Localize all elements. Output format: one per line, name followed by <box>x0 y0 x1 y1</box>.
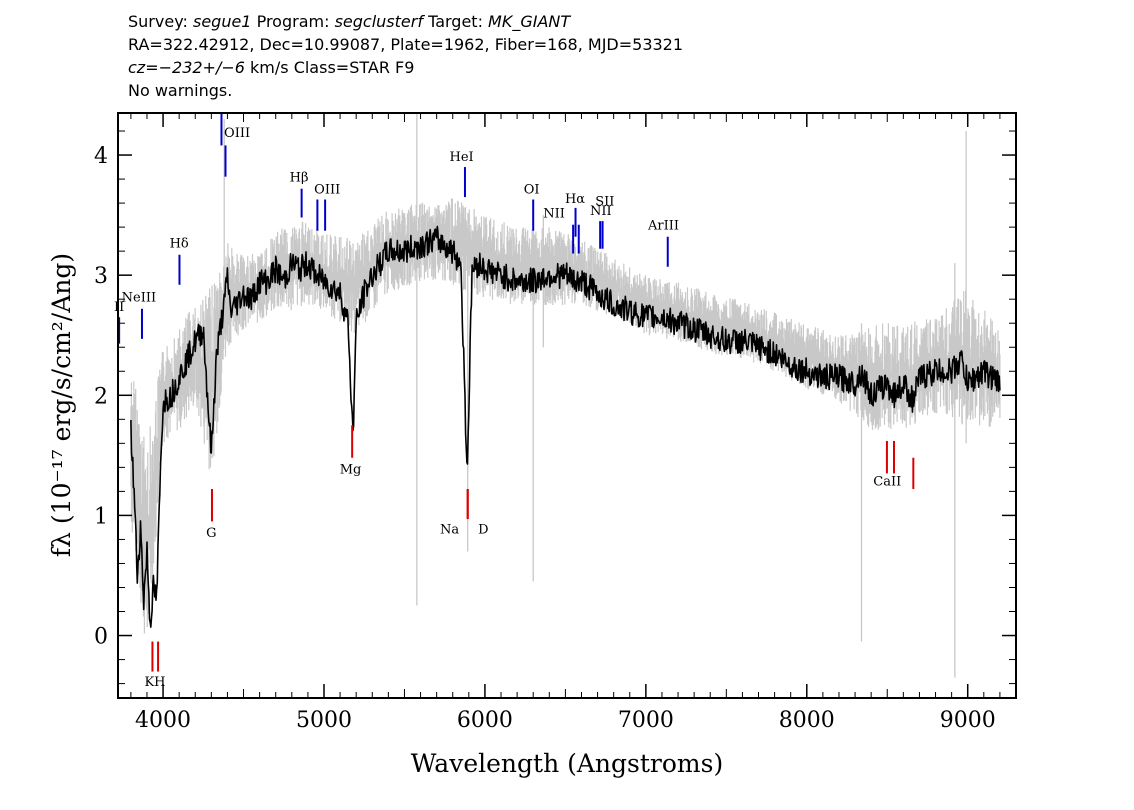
y-tick-label-3: 3 <box>94 264 108 289</box>
error-band <box>130 198 1001 634</box>
class-value: km/s Class=STAR F9 <box>244 58 415 77</box>
header-line-survey: Survey: segue1 Program: segclusterf Targ… <box>128 10 683 33</box>
redshift-value: cz=−232+/−6 <box>128 58 245 77</box>
x-tick-label-4: 8000 <box>779 708 835 733</box>
emission-line-label-10: NII <box>543 207 565 222</box>
survey-label: Survey: <box>128 12 188 31</box>
flux-curve <box>130 225 1001 628</box>
spectrum-header: Survey: segue1 Program: segclusterf Targ… <box>128 10 683 102</box>
x-axis-title: Wavelength (Angstroms) <box>411 749 723 778</box>
absorption-line-label-3: Mg <box>340 462 362 477</box>
absorption-line-label-4: Na <box>440 522 459 537</box>
line-markers: IINeIIIHδOIIIHβOIIIHeIOINIIHαNIISIIArIII… <box>114 113 915 690</box>
x-tick-label-1: 5000 <box>296 708 352 733</box>
x-tick-label-3: 7000 <box>618 708 674 733</box>
absorption-line-label-6: CaII <box>873 474 901 489</box>
x-tick-label-5: 9000 <box>940 708 996 733</box>
absorption-line-label-0: K <box>145 675 155 690</box>
emission-line-label-15: ArIII <box>647 219 679 234</box>
x-tick-label-2: 6000 <box>457 708 513 733</box>
y-tick-label-0: 0 <box>94 625 108 650</box>
absorption-line-label-1: H <box>154 675 165 690</box>
y-tick-label-2: 2 <box>94 384 108 409</box>
emission-line-label-3: OIII <box>224 126 250 141</box>
axes: 4000 5000 6000 7000 8000 9000 0 1 2 3 4 <box>94 113 1016 733</box>
emission-line-label-11: Hα <box>565 192 585 207</box>
emission-line-label-1: NeIII <box>122 291 156 306</box>
emission-line-label-0: II <box>114 300 124 315</box>
header-line-warnings: No warnings. <box>128 81 233 100</box>
emission-line-label-2: Hδ <box>170 237 189 252</box>
emission-line-label-5: Hβ <box>290 170 309 185</box>
flux-line <box>130 225 1001 628</box>
emission-line-label-14: SII <box>595 194 614 209</box>
program-value: segclusterf <box>334 12 423 31</box>
x-tick-label-0: 4000 <box>135 708 191 733</box>
emission-line-label-13: NII <box>590 204 612 219</box>
header-line-coordinates: RA=322.42912, Dec=10.99087, Plate=1962, … <box>128 35 684 54</box>
y-tick-label-1: 1 <box>94 504 108 529</box>
header-line-redshift: cz=−232+/−6 km/s Class=STAR F9 <box>128 56 683 79</box>
y-tick-label-4: 4 <box>94 144 108 169</box>
target-label: Target: <box>428 12 483 31</box>
program-label: Program: <box>256 12 330 31</box>
plot-frame <box>117 112 1017 699</box>
absorption-line-label-5: D <box>478 522 488 537</box>
target-value: MK_GIANT <box>488 12 571 31</box>
emission-line-label-6: OIII <box>314 182 340 197</box>
absorption-line-label-2: G <box>206 526 216 541</box>
emission-line-label-9: OI <box>524 182 540 197</box>
y-axis-title: fλ (10⁻¹⁷ erg/s/cm²/Ang) <box>47 253 76 557</box>
survey-value: segue1 <box>192 12 252 31</box>
emission-line-label-8: HeI <box>450 150 474 165</box>
